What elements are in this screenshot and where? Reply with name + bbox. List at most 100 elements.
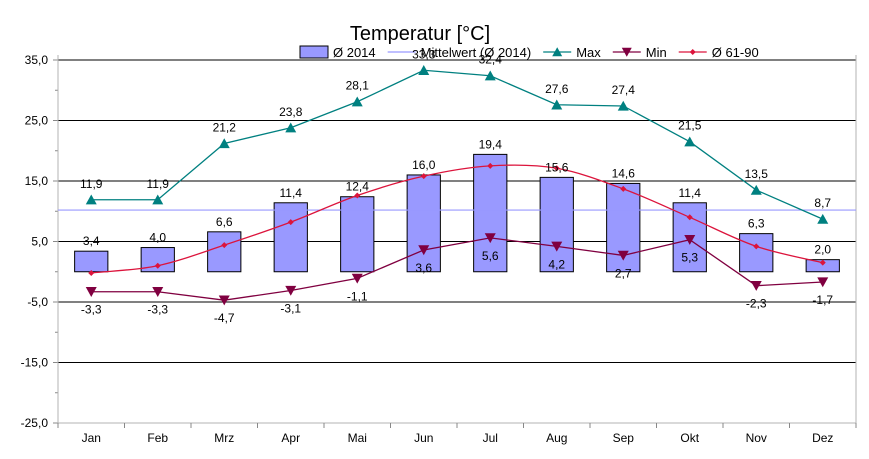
marker-max xyxy=(351,96,363,107)
marker-max xyxy=(285,122,297,133)
data-label-max: 33,3 xyxy=(412,47,436,61)
legend-marker xyxy=(552,47,563,57)
marker-avg-61-90 xyxy=(753,243,760,250)
marker-max xyxy=(152,194,164,205)
data-label-max: 28,1 xyxy=(346,79,370,93)
data-label-bar: 3,4 xyxy=(83,234,100,248)
data-label-min: -3,1 xyxy=(280,302,301,316)
marker-min xyxy=(617,250,629,261)
x-tick-label: Mrz xyxy=(214,431,234,445)
marker-min xyxy=(750,280,762,291)
data-label-min: -3,3 xyxy=(147,303,168,317)
bar xyxy=(672,202,707,273)
marker-avg-61-90 xyxy=(221,242,228,249)
series-line-min xyxy=(91,237,823,301)
legend-marker xyxy=(621,47,632,57)
data-label-max: 11,9 xyxy=(80,177,103,191)
marker-max xyxy=(484,70,496,81)
marker-max xyxy=(617,100,629,111)
bar xyxy=(340,196,375,273)
marker-max xyxy=(684,136,696,147)
bar xyxy=(805,259,840,273)
data-label-bar: 16,0 xyxy=(412,158,436,172)
data-label-min: -4,7 xyxy=(214,311,235,325)
bar xyxy=(406,174,441,273)
data-label-max: 21,2 xyxy=(213,120,237,134)
data-label-max: 13,5 xyxy=(745,167,769,181)
series-line-avg-61-90 xyxy=(91,164,823,274)
y-tick-label: 15,0 xyxy=(25,174,49,188)
data-label-min: -1,7 xyxy=(812,293,833,307)
marker-min xyxy=(351,273,363,284)
data-label-min: 3,6 xyxy=(415,261,432,275)
x-tick-label: Okt xyxy=(680,431,699,445)
marker-min xyxy=(285,285,297,296)
axes: 35,0 25,0 15,0 5,0 -5,0 -15,0 -25,0 Jan Feb Mrz Ap… xyxy=(21,53,857,445)
x-tick-label: Apr xyxy=(281,431,300,445)
plot-area: 11,9 11,9 21,2 23,8 28,1 33,3 32,4 27,6 27,4 21,5… xyxy=(58,47,856,325)
y-tick-label: -25,0 xyxy=(21,416,49,430)
data-label-bar: 19,4 xyxy=(479,137,503,151)
marker-avg-61-90 xyxy=(487,162,494,169)
data-label-min: -2,3 xyxy=(746,297,767,311)
marker-avg-61-90 xyxy=(686,214,693,221)
x-tick-label: Nov xyxy=(746,431,767,445)
data-label-bar: 14,6 xyxy=(612,166,636,180)
data-label-bar: 15,6 xyxy=(545,160,569,174)
y-tick-label: -15,0 xyxy=(21,356,49,370)
y-tick-label: 5,0 xyxy=(31,235,48,249)
data-label-min: 5,6 xyxy=(482,249,499,263)
bar xyxy=(207,231,242,273)
x-tick-label: Dez xyxy=(812,431,833,445)
data-label-max: 27,4 xyxy=(612,83,636,97)
x-tick-label: Jan xyxy=(82,431,101,445)
marker-min xyxy=(418,245,430,256)
x-tick-label: Sep xyxy=(613,431,635,445)
marker-max xyxy=(750,184,762,195)
data-label-bar: 6,6 xyxy=(216,215,233,229)
legend-label: Mittelwert (Ø 2014) xyxy=(421,45,532,60)
marker-max xyxy=(85,194,97,205)
data-label-min: 5,3 xyxy=(681,251,698,265)
data-label-bar: 4,0 xyxy=(149,231,166,245)
legend-label: Ø 2014 xyxy=(333,45,376,60)
data-label-max: 32,4 xyxy=(479,53,503,67)
y-tick-label: -5,0 xyxy=(27,295,48,309)
marker-min xyxy=(684,235,696,245)
data-label-bar: 12,4 xyxy=(346,180,370,194)
legend-label: Min xyxy=(646,45,667,60)
x-tick-label: Mai xyxy=(348,431,367,445)
x-tick-label: Jun xyxy=(414,431,433,445)
marker-avg-61-90 xyxy=(154,262,161,269)
chart-title: Temperatur [°C] xyxy=(350,23,490,45)
bar xyxy=(473,153,508,273)
marker-min xyxy=(551,241,563,252)
legend: Ø 2014 Mittelwert (Ø 2014) Max Min Ø 61-90 xyxy=(299,45,759,60)
marker-min xyxy=(85,287,97,297)
data-label-min: 2,7 xyxy=(615,266,632,280)
x-tick-label: Feb xyxy=(147,431,168,445)
data-label-min: 4,2 xyxy=(548,257,565,271)
marker-min xyxy=(484,233,496,244)
marker-max xyxy=(218,138,230,149)
legend-label: Max xyxy=(576,45,601,60)
marker-avg-61-90 xyxy=(420,173,427,180)
data-label-bar: 11,4 xyxy=(679,186,702,200)
data-label-min: -3,3 xyxy=(81,303,102,317)
x-tick-label: Aug xyxy=(546,431,567,445)
data-label-bar: 11,4 xyxy=(280,186,303,200)
data-label-max: 11,9 xyxy=(147,177,170,191)
data-label-min: -1,1 xyxy=(347,289,368,303)
data-label-bar: 6,3 xyxy=(748,217,765,231)
data-label-bar: 2,0 xyxy=(814,243,831,257)
marker-avg-61-90 xyxy=(354,192,361,199)
marker-avg-61-90 xyxy=(88,269,95,276)
marker-avg-61-90 xyxy=(819,259,826,266)
marker-min xyxy=(817,277,829,288)
bar xyxy=(74,250,109,273)
bar xyxy=(273,202,308,273)
marker-avg-61-90 xyxy=(620,185,627,192)
marker-min xyxy=(152,287,164,297)
